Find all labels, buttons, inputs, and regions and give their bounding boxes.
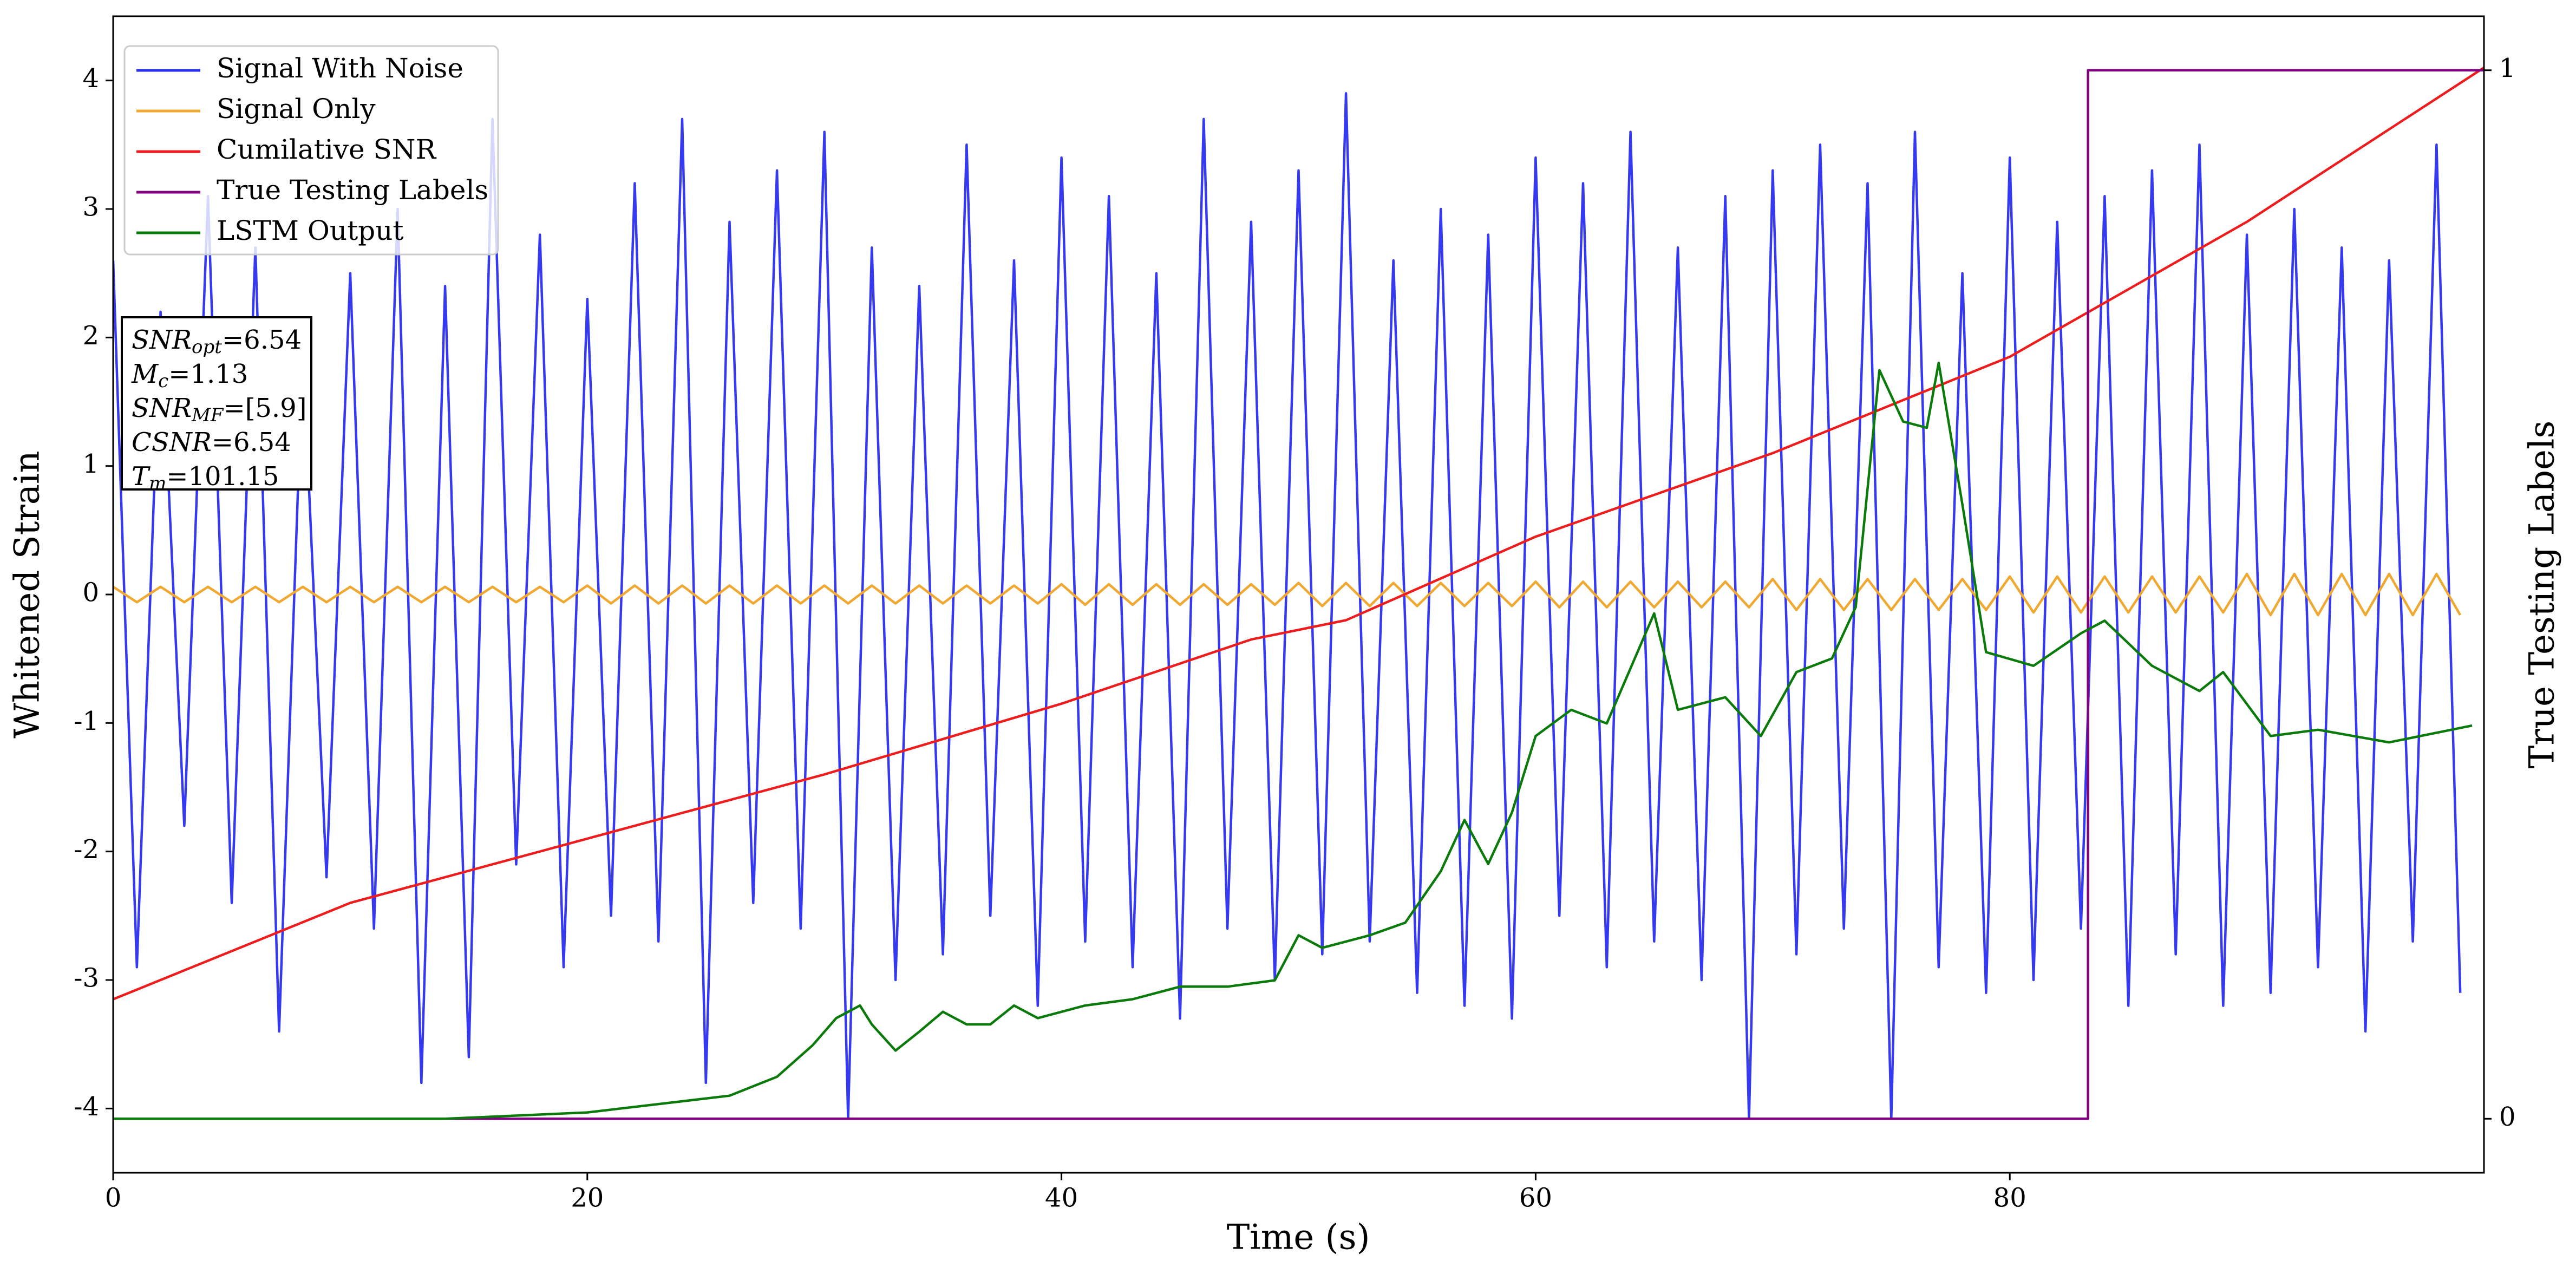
y-tick-label: -4: [74, 1092, 99, 1122]
annotation-box: [121, 316, 312, 491]
annotation-symbol: SNR: [132, 393, 192, 423]
y2-tick-label: 0: [2499, 1102, 2516, 1132]
annotation-symbol: T: [132, 461, 151, 492]
y-tick-label: 0: [82, 578, 99, 608]
plot-lines: [113, 67, 2484, 1120]
legend-label: Cumilative SNR: [217, 134, 436, 165]
series-line: [113, 67, 2484, 1001]
annotation-symbol: SNR: [132, 325, 192, 355]
y-axis-label: Whitened Strain: [8, 450, 48, 738]
y2-axis-label: True Testing Labels: [2522, 421, 2562, 769]
annotation-text: SNRopt=6.54: [132, 325, 302, 358]
y-tick-label: -3: [74, 963, 99, 994]
x-axis-label: Time (s): [1227, 1218, 1370, 1258]
y-tick-label: -1: [74, 706, 99, 736]
annotation-value: =1.13: [168, 359, 248, 389]
series-line: [113, 361, 2473, 1120]
legend-box: [123, 45, 499, 256]
x-tick-label: 40: [1045, 1183, 1078, 1213]
annotation-subscript: opt: [192, 336, 222, 358]
legend-label: Signal Only: [217, 93, 376, 125]
y-tick-label: 4: [82, 63, 99, 94]
annotation-subscript: m: [149, 473, 166, 494]
legend-label: True Testing Labels: [217, 174, 488, 206]
x-tick-label: 60: [1519, 1183, 1552, 1213]
x-tick-label: 20: [571, 1183, 604, 1213]
y-tick-label: 1: [82, 449, 99, 479]
annotation-subscript: c: [158, 370, 168, 392]
x-tick-label: 80: [1993, 1183, 2026, 1213]
series-line: [113, 92, 2462, 1120]
series-line: [113, 572, 2462, 617]
annotation-text: Tm=101.15: [132, 461, 279, 495]
annotation-subscript: MF: [191, 404, 224, 426]
annotation-value: =6.54: [212, 427, 291, 458]
annotation-symbol: M: [131, 359, 159, 389]
annotation-value: =101.15: [166, 461, 279, 492]
series-line: [113, 69, 2484, 1120]
y-tick-label: 2: [82, 321, 99, 351]
y2-tick-label: 1: [2499, 53, 2516, 83]
annotation-text: CSNR=6.54: [132, 427, 291, 458]
y-tick-label: -2: [74, 834, 99, 865]
x-tick-label: 0: [105, 1183, 122, 1213]
legend-label: LSTM Output: [217, 215, 403, 246]
annotation-symbol: CSNR: [132, 427, 212, 458]
legend-label: Signal With Noise: [217, 53, 463, 84]
annotation-value: =6.54: [222, 325, 302, 355]
y-tick-label: 3: [82, 192, 99, 223]
annotation-value: =[5.9]: [223, 393, 306, 423]
annotation-text: Mc=1.13: [131, 359, 248, 393]
annotation-text: SNRMF=[5.9]: [132, 393, 306, 427]
